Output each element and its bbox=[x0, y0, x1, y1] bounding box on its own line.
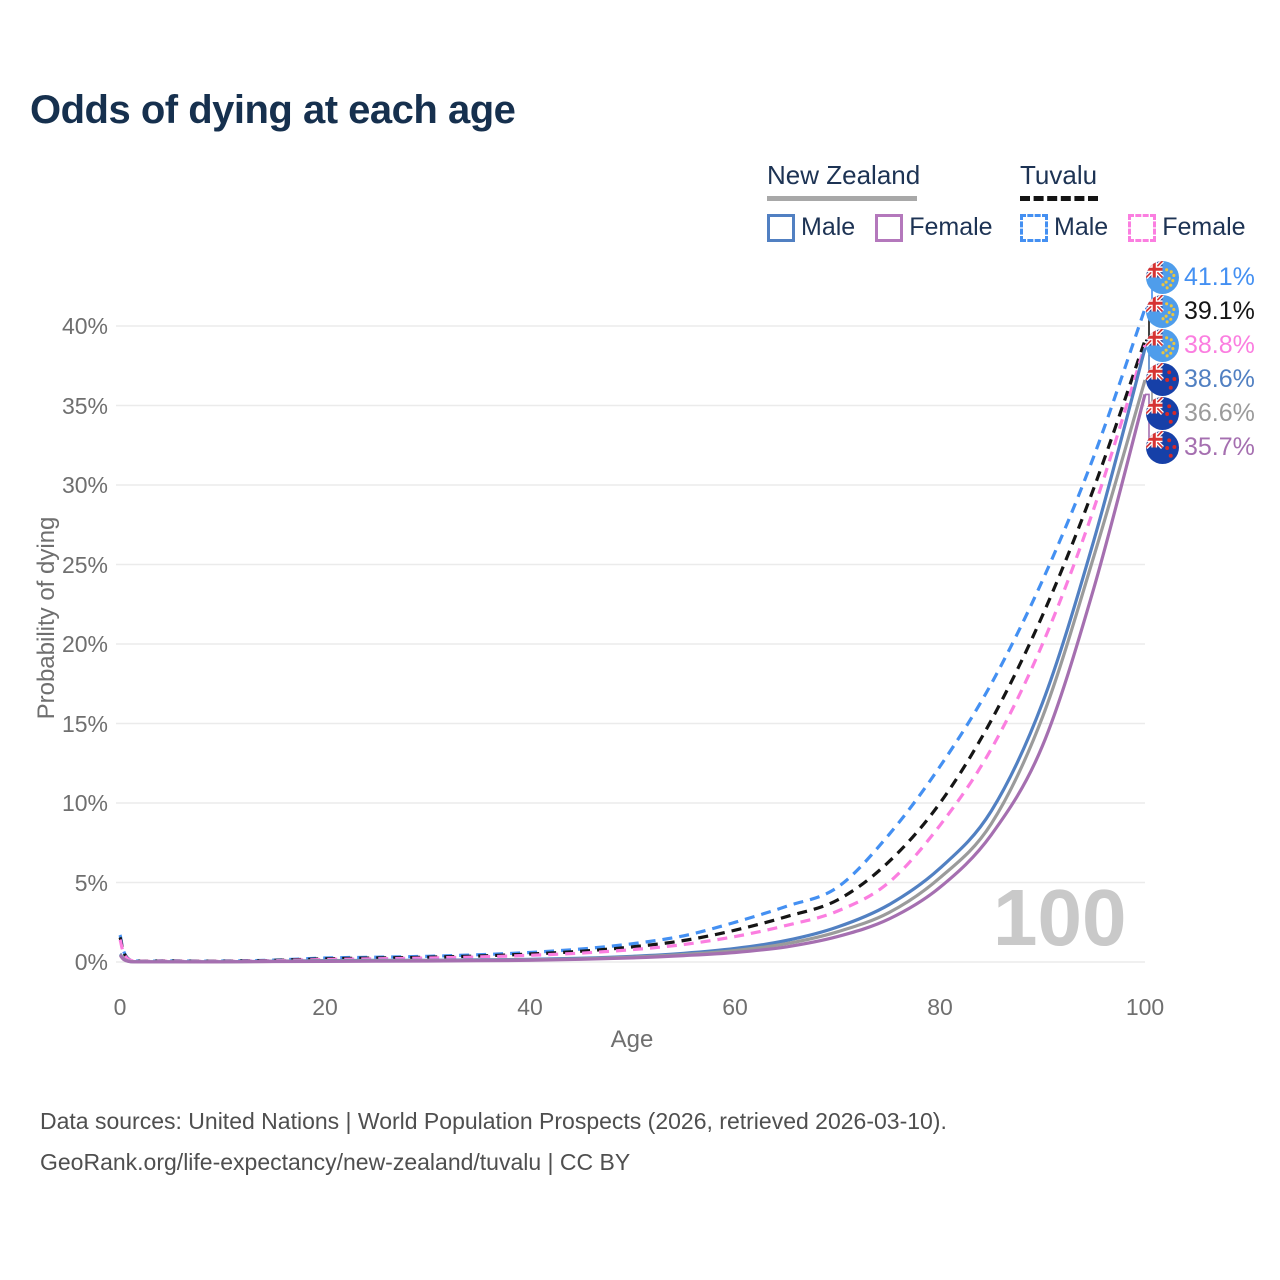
legend-swatch-nz-male[interactable] bbox=[767, 213, 795, 242]
y-tick-label: 5% bbox=[74, 869, 108, 896]
y-tick-label: 35% bbox=[61, 392, 108, 419]
line-tuvalu-female bbox=[118, 344, 1147, 964]
dashed-line-sample bbox=[1020, 196, 1098, 201]
legend-group-tuvalu: Tuvalu Male Female bbox=[1020, 160, 1266, 242]
new-zealand-flag-icon bbox=[1146, 431, 1179, 464]
tuvalu-flag-icon bbox=[1146, 295, 1179, 328]
legend-country-tuvalu[interactable]: Tuvalu bbox=[1020, 160, 1098, 190]
end-label-value: 36.6% bbox=[1184, 398, 1255, 427]
x-tick-label: 80 bbox=[927, 994, 953, 1020]
legend-label-nz-male[interactable]: Male bbox=[801, 213, 856, 241]
end-label-tuvalu-female: 38.8% bbox=[1146, 328, 1255, 362]
x-tick-label: 100 bbox=[1125, 994, 1165, 1020]
legend-group-new-zealand: New Zealand Male Female bbox=[767, 160, 1013, 242]
y-tick-label: 0% bbox=[74, 949, 108, 975]
end-label-tuvalu: 39.1% bbox=[1146, 294, 1255, 328]
new-zealand-flag-icon bbox=[1146, 363, 1179, 396]
y-tick-label: 20% bbox=[61, 631, 108, 657]
line-new-zealand bbox=[118, 379, 1147, 964]
end-label-value: 38.8% bbox=[1184, 330, 1255, 359]
end-label-value: 38.6% bbox=[1184, 364, 1255, 393]
end-label-new-zealand-female: 35.7% bbox=[1146, 430, 1255, 464]
legend-label-nz-female[interactable]: Female bbox=[909, 213, 993, 241]
legend-label-tuvalu-female[interactable]: Female bbox=[1162, 213, 1246, 241]
line-new-zealand-male bbox=[118, 347, 1147, 964]
new-zealand-flag-icon bbox=[1146, 397, 1179, 430]
tuvalu-flag-icon bbox=[1146, 329, 1179, 362]
legend-swatch-tuvalu-male[interactable] bbox=[1020, 213, 1048, 242]
y-axis-title: Probability of dying bbox=[33, 516, 60, 720]
legend-swatch-tuvalu-female[interactable] bbox=[1128, 213, 1157, 242]
data-source-note: Data sources: United Nations | World Pop… bbox=[40, 1108, 947, 1134]
y-tick-label: 25% bbox=[61, 551, 108, 578]
page-title: Odds of dying at each age bbox=[30, 88, 516, 132]
end-label-new-zealand-male: 38.6% bbox=[1146, 362, 1255, 396]
x-tick-label: 0 bbox=[113, 994, 127, 1020]
end-label-value: 35.7% bbox=[1184, 432, 1255, 461]
tuvalu-flag-icon bbox=[1146, 261, 1179, 294]
legend-swatch-nz-female[interactable] bbox=[875, 213, 904, 242]
y-tick-label: 40% bbox=[61, 313, 108, 339]
y-tick-label: 10% bbox=[61, 790, 108, 816]
y-tick-label: 30% bbox=[61, 472, 108, 498]
end-label-new-zealand: 36.6% bbox=[1146, 396, 1255, 430]
end-label-value: 39.1% bbox=[1184, 296, 1255, 325]
line-tuvalu bbox=[118, 339, 1147, 963]
legend-label-tuvalu-male[interactable]: Male bbox=[1054, 213, 1109, 241]
attribution-link[interactable]: GeoRank.org/life-expectancy/new-zealand/… bbox=[40, 1149, 631, 1175]
end-label-tuvalu-male: 41.1% bbox=[1146, 260, 1255, 294]
y-tick-label: 15% bbox=[61, 710, 108, 737]
end-label-value: 41.1% bbox=[1184, 262, 1255, 291]
line-tuvalu-male bbox=[118, 307, 1147, 963]
x-axis-title: Age bbox=[610, 1026, 654, 1053]
x-tick-label: 60 bbox=[722, 994, 748, 1020]
x-tick-label: 20 bbox=[312, 994, 338, 1020]
age-counter-watermark: 100 bbox=[993, 873, 1127, 962]
x-tick-label: 40 bbox=[517, 994, 543, 1020]
legend-country-new-zealand[interactable]: New Zealand bbox=[767, 160, 921, 190]
solid-line-sample bbox=[767, 196, 917, 201]
line-new-zealand-female bbox=[118, 393, 1147, 964]
